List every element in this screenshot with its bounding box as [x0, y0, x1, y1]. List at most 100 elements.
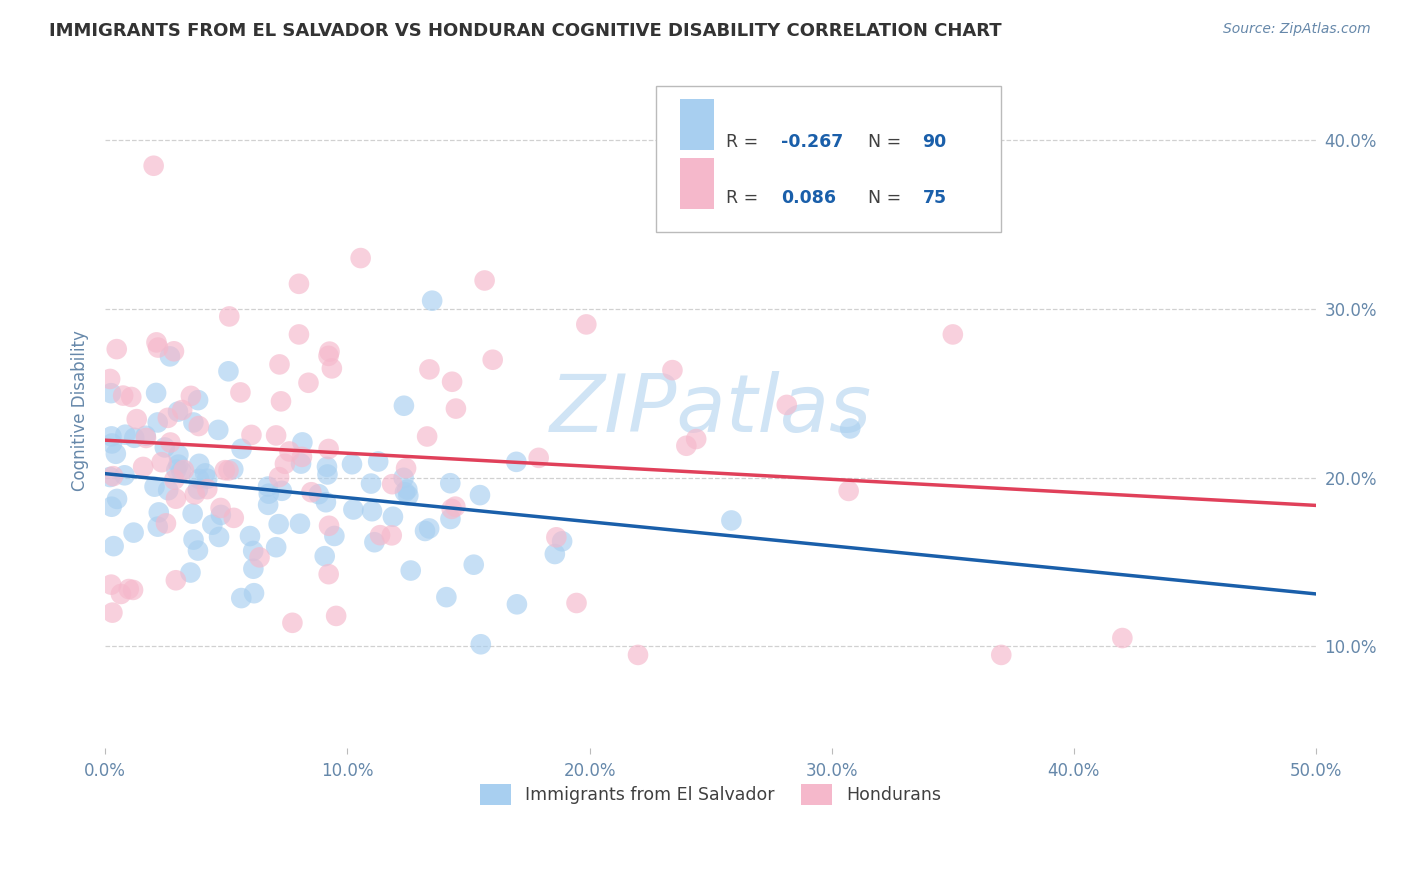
- Point: [685, 432, 707, 446]
- Point: [229, 385, 252, 400]
- Point: [179, 566, 201, 580]
- Point: [418, 521, 440, 535]
- Point: [163, 473, 186, 487]
- Point: [188, 472, 211, 486]
- Point: [165, 463, 187, 477]
- Point: [434, 590, 457, 604]
- Point: [132, 459, 155, 474]
- Point: [208, 530, 231, 544]
- Point: [291, 435, 314, 450]
- Point: [381, 509, 404, 524]
- Point: [441, 375, 464, 389]
- Point: [316, 467, 339, 482]
- Point: [214, 463, 236, 477]
- Point: [148, 505, 170, 519]
- Text: -0.267: -0.267: [780, 133, 844, 151]
- Point: [439, 512, 461, 526]
- Point: [98, 372, 121, 386]
- Point: [299, 485, 322, 500]
- Point: [159, 435, 181, 450]
- Point: [381, 477, 404, 491]
- Point: [243, 586, 266, 600]
- Point: [242, 544, 264, 558]
- Point: [155, 516, 177, 531]
- Point: [187, 393, 209, 408]
- Point: [146, 519, 169, 533]
- Point: [291, 450, 314, 464]
- Y-axis label: Cognitive Disability: Cognitive Disability: [72, 330, 89, 491]
- Point: [551, 534, 574, 549]
- Point: [321, 361, 343, 376]
- Point: [627, 648, 650, 662]
- Point: [505, 455, 527, 469]
- Point: [381, 528, 404, 542]
- Point: [474, 273, 496, 287]
- Point: [316, 459, 339, 474]
- Point: [361, 504, 384, 518]
- Point: [165, 574, 187, 588]
- Point: [396, 489, 419, 503]
- Point: [270, 483, 292, 498]
- Point: [368, 528, 391, 542]
- Point: [153, 441, 176, 455]
- Point: [242, 562, 264, 576]
- Point: [675, 439, 697, 453]
- Text: 75: 75: [922, 189, 946, 208]
- Point: [207, 423, 229, 437]
- Point: [188, 457, 211, 471]
- Point: [187, 419, 209, 434]
- Point: [100, 500, 122, 514]
- Text: Source: ZipAtlas.com: Source: ZipAtlas.com: [1223, 22, 1371, 37]
- Point: [257, 498, 280, 512]
- Point: [288, 277, 311, 291]
- Point: [187, 543, 209, 558]
- Point: [367, 454, 389, 468]
- Point: [776, 398, 799, 412]
- Point: [165, 491, 187, 506]
- Point: [325, 608, 347, 623]
- FancyBboxPatch shape: [657, 87, 1001, 232]
- Point: [288, 327, 311, 342]
- Point: [481, 352, 503, 367]
- Point: [440, 501, 463, 516]
- Point: [360, 476, 382, 491]
- Point: [145, 386, 167, 401]
- Point: [392, 399, 415, 413]
- Point: [506, 597, 529, 611]
- Point: [274, 457, 297, 471]
- Point: [395, 461, 418, 475]
- Point: [257, 486, 280, 500]
- Point: [218, 463, 240, 477]
- Point: [942, 327, 965, 342]
- Text: ZIPatlas: ZIPatlas: [550, 371, 872, 450]
- Point: [468, 488, 491, 502]
- Point: [565, 596, 588, 610]
- Point: [101, 606, 124, 620]
- Point: [146, 416, 169, 430]
- Point: [264, 540, 287, 554]
- Point: [114, 468, 136, 483]
- Point: [101, 469, 124, 483]
- Point: [838, 483, 860, 498]
- Point: [1111, 631, 1133, 645]
- Text: R =: R =: [727, 133, 759, 151]
- Point: [342, 502, 364, 516]
- Point: [157, 483, 180, 498]
- Text: N =: N =: [868, 189, 901, 208]
- Point: [281, 615, 304, 630]
- Point: [416, 429, 439, 443]
- Point: [318, 344, 340, 359]
- Point: [143, 480, 166, 494]
- Point: [98, 470, 121, 484]
- Point: [122, 525, 145, 540]
- Text: R =: R =: [727, 189, 759, 208]
- Point: [418, 362, 440, 376]
- Point: [183, 416, 205, 430]
- Point: [100, 429, 122, 443]
- Point: [167, 458, 190, 472]
- Point: [420, 293, 443, 308]
- Point: [267, 517, 290, 532]
- Point: [100, 577, 122, 591]
- Point: [135, 428, 157, 442]
- Point: [444, 401, 467, 416]
